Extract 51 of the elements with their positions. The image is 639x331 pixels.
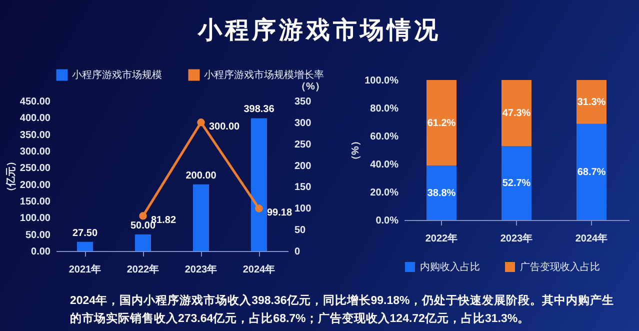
x-tick-label: 2024年 — [242, 264, 276, 276]
y2-axis-title: （%） — [296, 82, 325, 92]
legend-label: 内购收入占比 — [420, 261, 480, 273]
data-label: 52.7% — [502, 178, 531, 190]
data-label: 27.50 — [72, 228, 98, 239]
y-axis-title: （%） — [350, 136, 362, 165]
data-label: 200.00 — [186, 170, 217, 182]
y2-tick-label: 150 — [294, 182, 312, 194]
data-label: 398.36 — [244, 104, 275, 116]
data-label: 31.3% — [577, 96, 606, 108]
y2-tick-label: 350 — [294, 96, 312, 108]
data-label: 61.2% — [427, 118, 456, 129]
y-tick-label: 60.0% — [370, 132, 399, 142]
legend-label: 小程序游戏市场规模增长率 — [204, 69, 324, 81]
y2-tick-label: 200 — [294, 160, 312, 172]
y-tick-label: 200.00 — [20, 180, 51, 191]
data-label: 38.8% — [427, 188, 456, 199]
y-tick-label: 400.00 — [20, 113, 51, 124]
y-tick-label: 350.00 — [20, 130, 51, 141]
y-tick-label: 80.0% — [370, 104, 399, 114]
y2-tick-label: 50 — [294, 225, 306, 236]
data-label: 47.3% — [502, 108, 531, 120]
y2-tick-label: 300 — [294, 118, 312, 129]
y-tick-label: 40.0% — [370, 160, 399, 170]
y-axis-title: （亿元） — [4, 156, 17, 196]
y-tick-label: 0.0% — [376, 216, 399, 226]
data-label: 300.00 — [209, 121, 240, 132]
y-tick-label: 20.0% — [370, 188, 399, 198]
y-tick-label: 450.00 — [20, 96, 51, 108]
y-tick-label: 100.0% — [364, 76, 399, 86]
x-tick-label: 2023年 — [500, 232, 533, 244]
x-tick-label: 2023年 — [184, 264, 218, 276]
y-tick-label: 0.00 — [31, 246, 51, 258]
y2-tick-label: 250 — [294, 139, 312, 150]
legend-label: 广告变现收入占比 — [520, 261, 600, 273]
chart-title: 小程序游戏市场情况 — [196, 16, 442, 46]
y-tick-label: 50.00 — [25, 230, 51, 241]
y-tick-label: 150.00 — [20, 196, 51, 208]
y2-tick-label: 0 — [294, 246, 300, 258]
text: 2024年，国内小程序游戏市场收入398.36亿元，同比增长99.18%，仍处于快速发展阶段。其中内购产生的市场实际销售收入273.64亿元，占比68.7%；广告变现收入124.72亿元，占比31.3%。 — [70, 293, 615, 327]
y-tick-label: 100.00 — [20, 213, 51, 224]
x-tick-label: 2024年 — [575, 232, 608, 244]
x-tick-label: 2022年 — [126, 264, 160, 276]
y-tick-label: 300.00 — [20, 146, 51, 158]
x-tick-label: 2021年 — [68, 264, 102, 276]
y2-tick-label: 100 — [294, 204, 312, 215]
x-tick-label: 2022年 — [425, 232, 458, 244]
data-label: 99.18 — [267, 207, 292, 218]
legend-label: 小程序游戏市场规模 — [72, 69, 162, 81]
y-tick-label: 250.00 — [20, 163, 51, 174]
data-label: 68.7% — [577, 166, 606, 178]
